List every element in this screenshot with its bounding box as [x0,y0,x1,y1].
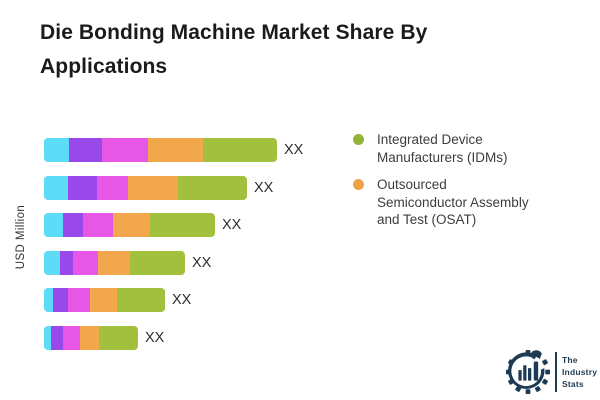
legend-item[interactable]: Integrated Device Manufacturers (IDMs) [353,131,568,166]
logo-divider [555,352,557,392]
gear-wrench-icon [505,349,551,395]
legend-label: Integrated Device Manufacturers (IDMs) [377,132,508,165]
bar-segment[interactable] [44,175,68,200]
bar-segment[interactable] [128,175,178,200]
bar-segment[interactable] [53,288,68,312]
bar-value-label: XX [145,329,165,346]
bars: XX XX XX XX XX XX [44,138,364,350]
chart-title: Die Bonding Machine Market Share By Appl… [40,21,428,78]
bar-segment[interactable] [80,325,99,350]
stacked-bar[interactable] [44,175,247,200]
bar-segment[interactable] [178,175,247,200]
legend-dot-icon [353,134,364,145]
bar-segment[interactable] [73,250,98,275]
bar-value-label: XX [254,179,274,196]
bar-row: XX [44,138,303,162]
bar-segment[interactable] [51,325,63,350]
legend-dot-icon [353,179,364,190]
logo-line-2: Industry [562,367,598,377]
bar-segment[interactable] [44,250,60,275]
stacked-bar[interactable] [44,250,185,275]
stacked-bar[interactable] [44,288,165,312]
logo-line-1: The [562,355,578,365]
bar-value-label: XX [172,292,192,308]
logo-line-3: Stats [562,379,584,389]
legend-item[interactable]: Outsourced Semiconductor Assembly and Test… [353,176,568,229]
bar-segment[interactable] [68,175,97,200]
y-axis-label: USD Million [15,204,27,270]
bar-segment[interactable] [97,175,128,200]
bar-segment[interactable] [63,325,80,350]
bar-segment[interactable] [83,213,113,237]
bar-row: XX [44,325,165,350]
bar-segment[interactable] [69,138,102,162]
bar-segment[interactable] [113,213,150,237]
brand-logo: The Industry Stats [505,349,597,395]
bar-row: XX [44,175,274,200]
bar-segment[interactable] [150,213,215,237]
bar-segment[interactable] [44,213,63,237]
bar-value-label: XX [192,254,212,271]
bar-segment[interactable] [63,213,83,237]
legend-label: Outsourced Semiconductor Assembly and Test… [377,177,529,227]
bar-value-label: XX [284,142,304,158]
bar-segment[interactable] [102,138,148,162]
bar-segment[interactable] [203,138,277,162]
bar-segment[interactable] [130,250,185,275]
bar-segment[interactable] [99,325,138,350]
bar-segment[interactable] [44,325,51,350]
bar-row: XX [44,288,191,312]
bar-row: XX [44,213,241,237]
bar-segment[interactable] [117,288,165,312]
bar-segment[interactable] [60,250,73,275]
bar-segment[interactable] [90,288,117,312]
stacked-bar[interactable] [44,138,277,162]
stacked-bar[interactable] [44,325,138,350]
bar-value-label: XX [222,217,242,233]
bar-segment[interactable] [148,138,203,162]
bar-row: XX [44,250,212,275]
bar-segment[interactable] [44,288,53,312]
bar-segment[interactable] [44,138,69,162]
bar-segment[interactable] [98,250,130,275]
legend: Integrated Device Manufacturers (IDMs) Out… [353,131,568,239]
bar-segment[interactable] [68,288,90,312]
stacked-bar[interactable] [44,213,215,237]
logo-text: The Industry Stats [562,354,597,390]
